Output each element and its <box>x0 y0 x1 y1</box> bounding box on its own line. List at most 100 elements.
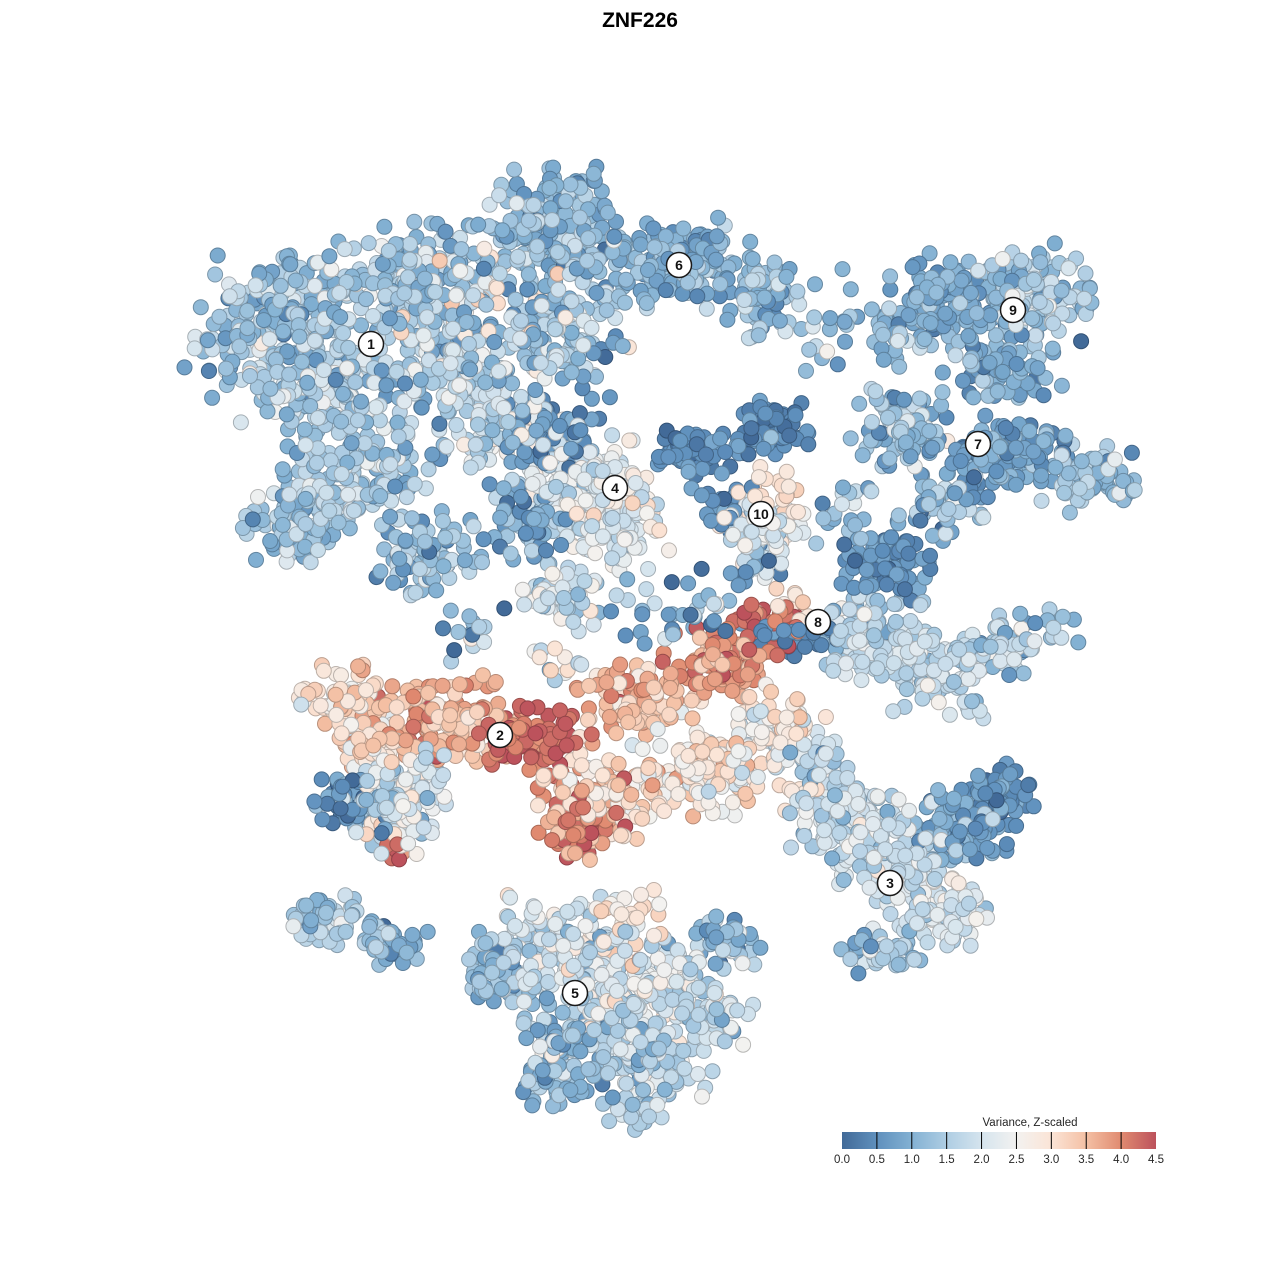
data-point <box>484 422 501 439</box>
data-point <box>691 629 708 646</box>
data-point <box>965 389 982 406</box>
data-point <box>434 513 451 529</box>
data-point <box>192 299 209 316</box>
data-point <box>882 268 899 285</box>
data-point <box>404 510 420 527</box>
data-point <box>796 827 813 844</box>
data-point <box>847 517 863 534</box>
data-point <box>656 803 673 820</box>
data-point <box>1015 665 1032 682</box>
data-point <box>481 196 498 213</box>
plot-title: ZNF226 <box>602 9 678 32</box>
data-point <box>302 554 319 571</box>
data-point <box>333 667 349 684</box>
data-point <box>318 904 335 921</box>
data-point <box>911 390 928 407</box>
data-point <box>638 581 655 598</box>
data-point <box>869 788 886 805</box>
data-point <box>507 291 524 308</box>
data-point <box>841 601 858 618</box>
data-point <box>278 406 295 423</box>
data-point <box>851 395 868 412</box>
data-point <box>979 489 996 506</box>
data-point <box>544 832 561 849</box>
data-point <box>712 276 729 293</box>
data-point <box>207 266 224 283</box>
data-point <box>933 397 950 414</box>
data-point <box>680 575 697 592</box>
data-point <box>595 1049 612 1066</box>
data-point <box>488 280 505 296</box>
data-point <box>730 706 747 723</box>
data-point <box>962 937 979 954</box>
data-point <box>636 635 653 652</box>
data-point <box>1046 235 1063 252</box>
data-point <box>259 403 276 420</box>
data-point <box>863 483 880 500</box>
data-point <box>530 824 547 841</box>
data-point <box>1027 327 1044 344</box>
data-point <box>930 694 947 711</box>
data-point <box>401 236 418 252</box>
data-point <box>396 393 413 410</box>
data-point <box>704 1063 721 1080</box>
data-point <box>538 990 555 1007</box>
data-point <box>368 399 384 416</box>
points-layer <box>176 158 1143 1138</box>
data-point <box>698 300 715 317</box>
data-point <box>665 626 682 643</box>
data-point <box>542 662 559 679</box>
data-point <box>1044 340 1061 357</box>
data-point <box>428 582 445 599</box>
data-point <box>221 288 238 305</box>
data-point <box>988 327 1004 344</box>
data-point <box>465 518 482 535</box>
data-point <box>608 587 625 604</box>
data-point <box>619 571 636 588</box>
data-point <box>314 811 331 828</box>
data-point <box>535 436 552 453</box>
data-point <box>730 438 747 454</box>
data-point <box>921 245 938 262</box>
data-point <box>583 390 600 407</box>
data-point <box>306 277 323 294</box>
data-point <box>262 533 279 549</box>
data-point <box>842 430 859 447</box>
data-point <box>481 476 498 493</box>
data-point <box>200 363 217 379</box>
data-point <box>616 294 633 311</box>
data-point <box>682 606 699 623</box>
data-point <box>398 489 415 506</box>
data-point <box>739 666 756 683</box>
data-point <box>603 603 619 620</box>
data-point <box>654 653 671 670</box>
data-point <box>506 161 523 178</box>
data-point <box>1027 615 1044 632</box>
data-point <box>600 1065 616 1082</box>
data-point <box>261 331 278 348</box>
data-point <box>975 509 992 526</box>
data-point <box>315 662 332 679</box>
data-point <box>724 794 741 811</box>
data-point <box>998 836 1015 853</box>
data-point <box>694 460 711 477</box>
data-point <box>408 846 425 862</box>
data-point <box>768 580 785 597</box>
data-point <box>808 535 825 552</box>
data-point <box>730 484 747 501</box>
data-point <box>585 616 602 633</box>
data-point <box>382 508 399 525</box>
data-point <box>477 374 494 391</box>
data-point <box>853 672 870 689</box>
data-point <box>504 375 521 392</box>
data-point <box>562 176 579 193</box>
data-point <box>942 254 959 271</box>
data-point <box>565 613 582 630</box>
data-point <box>204 389 221 406</box>
data-point <box>323 261 340 278</box>
data-point <box>800 436 817 453</box>
data-point <box>513 388 530 405</box>
data-point <box>885 703 902 720</box>
data-point <box>437 223 454 240</box>
data-point <box>475 531 492 548</box>
